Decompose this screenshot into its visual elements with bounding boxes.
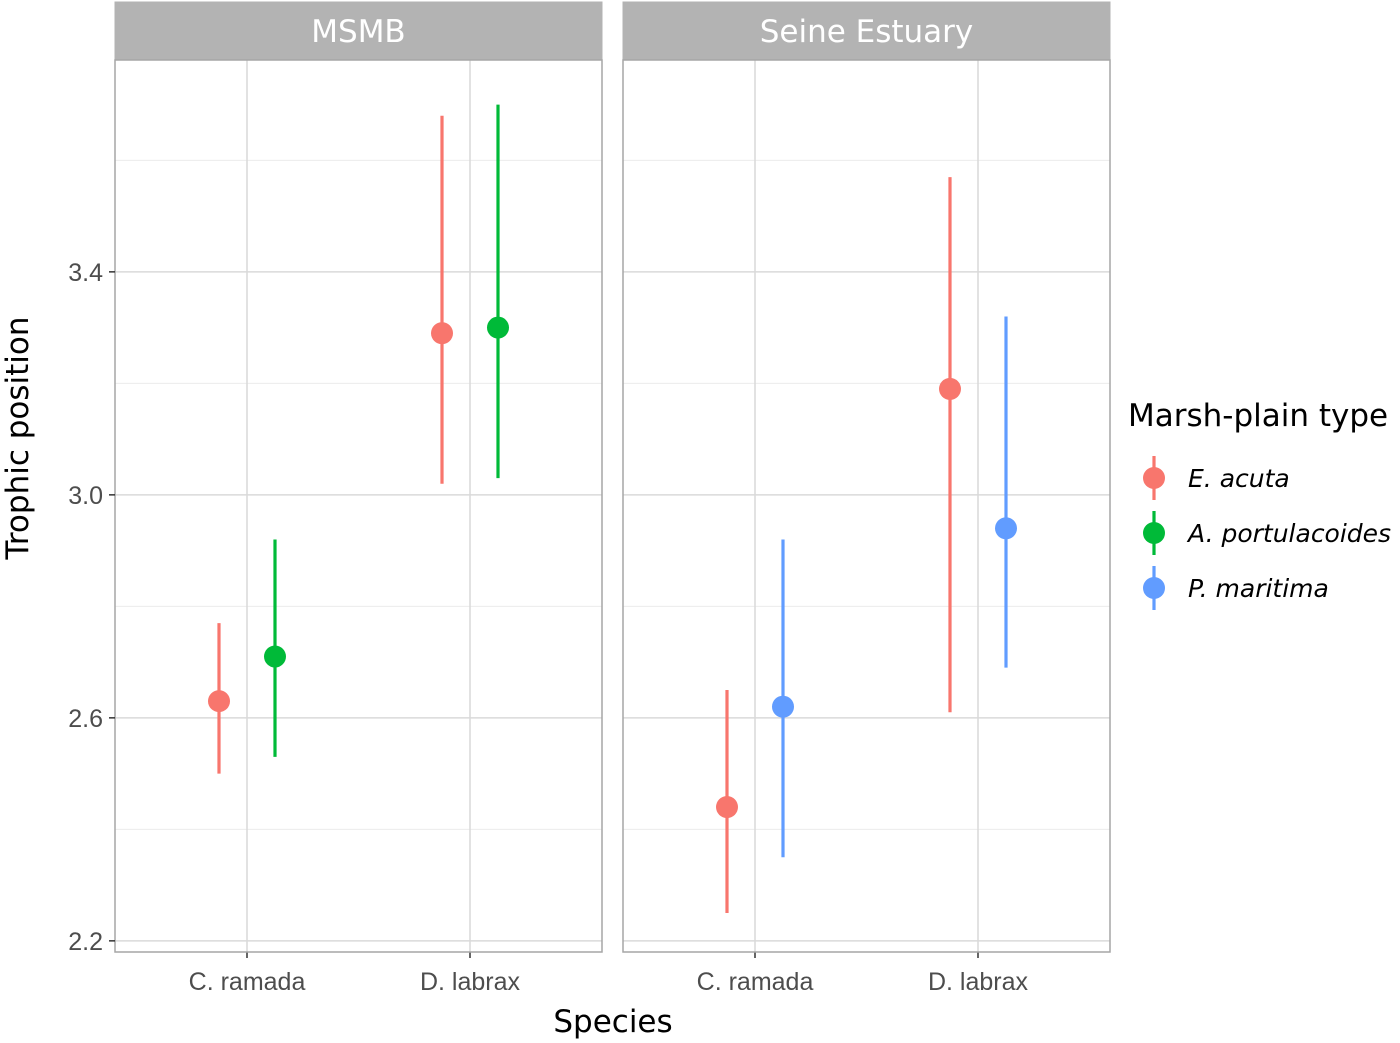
facet-strip-msmb xyxy=(114,1,603,61)
y-tick-label: 2.2 xyxy=(68,928,103,956)
legend-label: A. portulacoides xyxy=(1186,519,1391,548)
point-e-acuta-c-ramada xyxy=(716,796,738,819)
x-axis-title: Species xyxy=(553,1004,672,1040)
panel-border xyxy=(114,59,603,953)
legend-label: P. maritima xyxy=(1188,574,1329,603)
point-p-maritima-c-ramada xyxy=(772,695,794,718)
y-tick-label: 3.4 xyxy=(68,259,103,287)
legend-label: E. acuta xyxy=(1188,464,1290,493)
point-e-acuta-c-ramada xyxy=(208,690,230,713)
panel-background xyxy=(623,60,1110,952)
x-tick-label-c-ramada: C. ramada xyxy=(189,968,306,996)
x-tick-label-d-labrax: D. labrax xyxy=(420,968,521,996)
legend-key-point xyxy=(1143,577,1165,599)
facet-strip-seine-estuary xyxy=(622,1,1111,61)
y-tick-label: 3.0 xyxy=(68,482,103,510)
panel-background xyxy=(115,60,602,952)
y-tick-label: 2.6 xyxy=(68,705,103,733)
legend-key-point xyxy=(1143,522,1165,544)
y-axis: 2.2 2.6 3.0 3.4 xyxy=(68,259,115,956)
legend-key-point xyxy=(1143,467,1165,489)
y-axis-title: Trophic position xyxy=(0,316,36,560)
legend-item-a-portulacoides: A. portulacoides xyxy=(1143,511,1391,555)
point-a-portulacoides-d-labrax xyxy=(487,316,509,339)
point-e-acuta-d-labrax xyxy=(431,322,453,345)
facet-panel-seine-estuary: Seine Estuary C. ramada D. labrax xyxy=(622,1,1111,996)
facet-label-seine-estuary: Seine Estuary xyxy=(760,14,974,50)
x-tick-label-c-ramada: C. ramada xyxy=(697,968,814,996)
facet-label-msmb: MSMB xyxy=(311,14,405,50)
point-a-portulacoides-c-ramada xyxy=(264,645,286,668)
legend-item-e-acuta: E. acuta xyxy=(1143,456,1290,500)
legend-title: Marsh-plain type xyxy=(1128,398,1388,434)
point-e-acuta-d-labrax xyxy=(939,377,961,400)
facet-panel-msmb: MSMB C. ramada D. labrax xyxy=(114,1,603,996)
facet-panels: MSMB C. ramada D. labrax Seine Estuary C. ra… xyxy=(114,1,1111,996)
legend: Marsh-plain type E. acuta A. portulacoide… xyxy=(1128,398,1391,610)
legend-items: E. acuta A. portulacoides P. maritima xyxy=(1143,456,1391,610)
point-p-maritima-d-labrax xyxy=(995,517,1017,540)
x-tick-label-d-labrax: D. labrax xyxy=(928,968,1029,996)
legend-item-p-maritima: P. maritima xyxy=(1143,566,1329,610)
panel-border xyxy=(622,59,1111,953)
